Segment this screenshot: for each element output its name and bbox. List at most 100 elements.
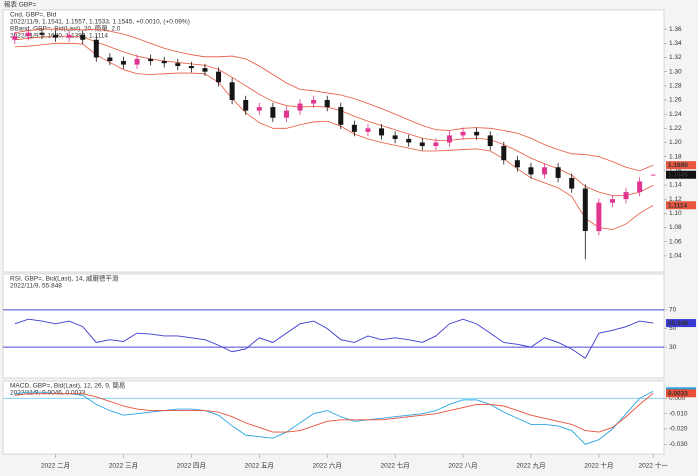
x-tick-label: 2022 十一	[639, 461, 669, 470]
x-tick-label: 2022 八月	[448, 462, 477, 470]
candle-body	[297, 103, 303, 111]
y-tick-label: 1.34	[669, 40, 682, 47]
candle-body	[93, 39, 99, 58]
y-tick-label: 1.10	[669, 210, 682, 217]
panel-subtitle: 2022/11/9, 1.1541, 1.1557, 1.1533, 1.154…	[10, 19, 190, 26]
candle-body	[637, 181, 643, 193]
band-line	[14, 42, 654, 231]
x-tick-label: 2022 十月	[584, 461, 613, 470]
candle-body	[148, 58, 154, 62]
y-tick-label: 1.06	[669, 238, 682, 245]
candle-body	[379, 128, 385, 136]
candle-body	[25, 32, 31, 37]
series-line	[14, 392, 654, 433]
candle-body	[623, 192, 629, 200]
candle-body	[324, 100, 330, 108]
candle-body	[365, 128, 371, 132]
candle-body	[229, 82, 235, 100]
candle-body	[188, 66, 194, 69]
candle-body	[392, 135, 398, 139]
band-line	[14, 35, 654, 197]
candle-body	[283, 110, 289, 118]
panel-subtitle: 2022/11/9, 55.848	[10, 283, 62, 290]
overlay-title: BBand, GBP=, Bid(Last), 20, 簡單, 2.0	[10, 24, 121, 33]
candle-body	[419, 142, 425, 147]
panel-title: MACD, GBP=, Bid(Last), 12, 26, 9, 簡易	[10, 381, 125, 390]
x-tick-label: 2022 二月	[41, 462, 70, 470]
candle-body	[474, 131, 480, 136]
candle-body	[216, 71, 222, 83]
candle-body	[134, 58, 140, 65]
candle-body	[542, 167, 548, 175]
last-value-label: 0.0033	[668, 390, 688, 397]
candle-body	[53, 34, 59, 38]
candle-body	[582, 188, 588, 232]
x-tick-label: 2022 三月	[109, 462, 138, 470]
panel-frame	[2, 380, 665, 455]
candle-body	[351, 124, 357, 132]
panel-title: RSI, GBP=, Bid(Last), 14, 威爾德平滑	[10, 274, 119, 283]
candle-body	[460, 131, 466, 136]
y-tick-label: 70	[669, 307, 677, 314]
y-tick-label: 30	[669, 344, 677, 351]
y-tick-label: 0.000	[669, 395, 686, 402]
y-tick-label: -0.030	[669, 441, 688, 448]
candle-body	[487, 135, 493, 147]
candle-body	[609, 199, 615, 203]
candle-body	[514, 160, 520, 168]
candle-body	[12, 36, 18, 40]
x-tick-label: 2022 九月	[516, 461, 545, 470]
y-tick-label: -0.010	[669, 410, 688, 417]
candle-body	[338, 107, 344, 125]
candle-body	[311, 100, 317, 104]
last-value-box	[666, 170, 696, 179]
last-value-label: 1.1545	[668, 172, 688, 179]
candle-body	[66, 34, 72, 38]
last-value-box	[666, 319, 696, 328]
panel-frame	[2, 9, 665, 273]
y-tick-label: 1.36	[669, 26, 682, 33]
candle-body	[406, 138, 412, 143]
candle-body	[270, 107, 276, 118]
panel-title: Cnd, GBP=, Bid	[10, 12, 56, 19]
last-value-label: 1.1114	[668, 202, 688, 209]
y-tick-label: 50	[669, 325, 677, 332]
y-tick-label: 1.24	[669, 111, 682, 118]
candle-body	[569, 177, 575, 189]
y-tick-label: 1.20	[669, 139, 682, 146]
candle-body	[175, 63, 181, 66]
candle-body	[528, 167, 534, 175]
x-tick-label: 2022 四月	[177, 462, 206, 470]
candle-body	[650, 174, 656, 176]
y-tick-label: 1.26	[669, 97, 682, 104]
y-tick-label: 1.14	[669, 182, 682, 189]
candle-body	[39, 32, 45, 35]
last-value-label: 55.848	[668, 320, 688, 327]
x-tick-label: 2022 六月	[313, 461, 342, 470]
candle-body	[80, 34, 86, 40]
y-tick-label: -0.020	[669, 426, 688, 433]
y-tick-label: 1.04	[669, 253, 682, 260]
series-line	[14, 318, 654, 359]
candle-body	[555, 167, 561, 178]
candle-body	[501, 146, 507, 161]
candle-body	[120, 61, 126, 65]
x-tick-label: 2022 七月	[380, 461, 409, 470]
y-tick-label: 1.08	[669, 224, 682, 231]
candle-body	[596, 202, 602, 232]
x-tick-label: 2022 五月	[245, 462, 274, 470]
candle-body	[433, 142, 439, 147]
window-title: 報表 GBP=	[4, 0, 37, 9]
last-value-label: 1.1680	[668, 162, 688, 169]
y-tick-label: 1.22	[669, 125, 682, 132]
candle-body	[107, 57, 113, 62]
candle-body	[202, 68, 208, 72]
y-tick-label: 1.28	[669, 83, 682, 90]
y-tick-label: 1.12	[669, 196, 682, 203]
y-tick-label: 1.18	[669, 153, 682, 160]
last-value-box	[666, 161, 696, 170]
y-tick-label: 1.32	[669, 54, 682, 61]
y-tick-label: 1.30	[669, 68, 682, 75]
candle-body	[243, 100, 249, 111]
